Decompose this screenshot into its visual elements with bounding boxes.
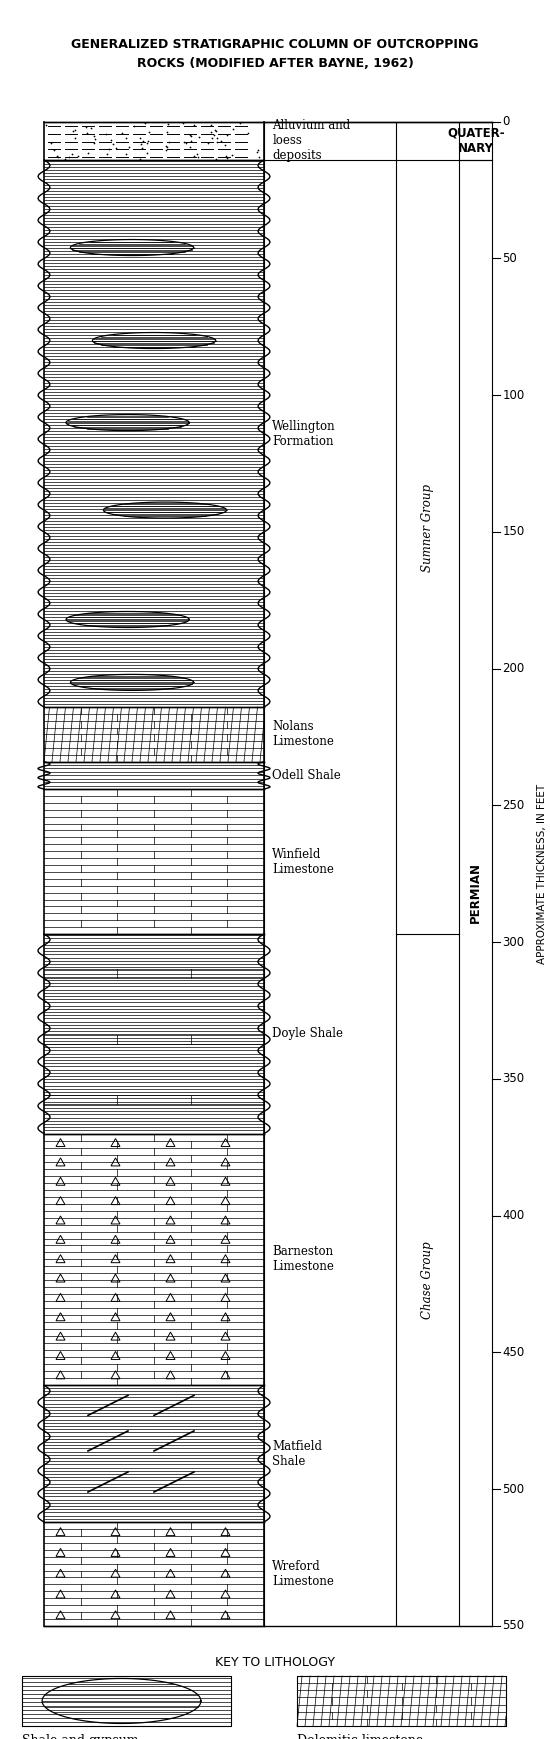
Text: 550: 550	[503, 1619, 525, 1633]
Text: Alluvium and
loess
deposits: Alluvium and loess deposits	[272, 120, 350, 162]
Text: ROCKS (MODIFIED AFTER BAYNE, 1962): ROCKS (MODIFIED AFTER BAYNE, 1962)	[136, 57, 414, 70]
Text: 250: 250	[503, 798, 525, 812]
Text: 400: 400	[503, 1209, 525, 1223]
Text: 500: 500	[503, 1483, 525, 1496]
Text: 50: 50	[503, 252, 517, 264]
Text: 350: 350	[503, 1073, 525, 1085]
Text: 200: 200	[503, 663, 525, 675]
Text: PERMIAN: PERMIAN	[469, 863, 482, 923]
Text: Winfield
Limestone: Winfield Limestone	[272, 847, 334, 875]
Text: KEY TO LITHOLOGY: KEY TO LITHOLOGY	[215, 1656, 335, 1669]
Text: Wellington
Formation: Wellington Formation	[272, 419, 336, 447]
Text: Dolomitic limestone: Dolomitic limestone	[297, 1734, 424, 1739]
Text: 150: 150	[503, 525, 525, 539]
Text: 450: 450	[503, 1346, 525, 1358]
Text: Nolans
Limestone: Nolans Limestone	[272, 720, 334, 748]
Text: Chase Group: Chase Group	[421, 1242, 434, 1318]
Text: Doyle Shale: Doyle Shale	[272, 1028, 343, 1040]
Text: Matfield
Shale: Matfield Shale	[272, 1440, 322, 1468]
Text: GENERALIZED STRATIGRAPHIC COLUMN OF OUTCROPPING: GENERALIZED STRATIGRAPHIC COLUMN OF OUTC…	[72, 38, 478, 50]
Text: Shale and gypsum: Shale and gypsum	[22, 1734, 139, 1739]
Text: 100: 100	[503, 390, 525, 402]
Text: APPROXIMATE THICKNESS, IN FEET: APPROXIMATE THICKNESS, IN FEET	[537, 784, 547, 963]
Text: Wreford
Limestone: Wreford Limestone	[272, 1560, 334, 1588]
Text: Odell Shale: Odell Shale	[272, 769, 341, 783]
Text: 0: 0	[503, 115, 510, 129]
Text: Sumner Group: Sumner Group	[421, 483, 434, 572]
Text: QUATER-
NARY: QUATER- NARY	[447, 127, 504, 155]
Text: 300: 300	[503, 936, 525, 949]
Text: Barneston
Limestone: Barneston Limestone	[272, 1245, 334, 1273]
